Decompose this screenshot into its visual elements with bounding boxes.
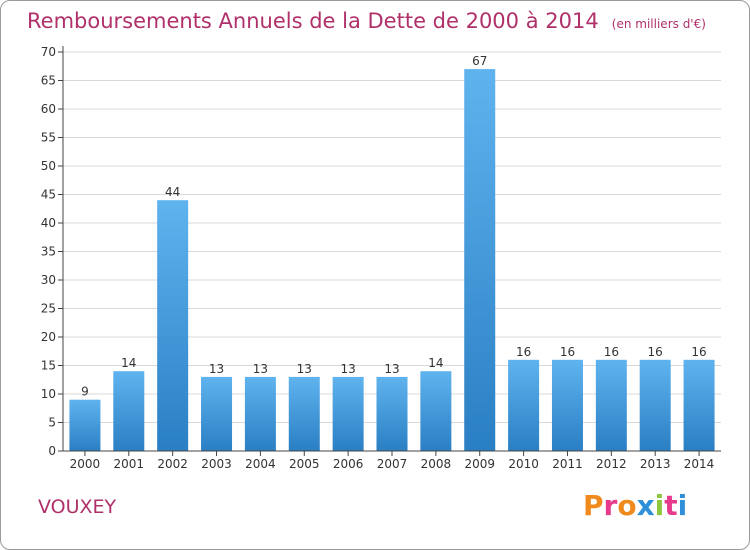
x-tick-label: 2006 <box>333 457 364 471</box>
bar <box>551 359 583 451</box>
bar-value-label: 13 <box>209 362 224 376</box>
bar-value-label: 16 <box>648 345 663 359</box>
bar <box>420 371 452 451</box>
logo-letter: t <box>664 489 678 522</box>
x-tick-label: 2013 <box>640 457 671 471</box>
y-tick-label: 70 <box>41 45 56 59</box>
bar-value-label: 14 <box>121 356 136 370</box>
y-tick-label: 15 <box>41 359 56 373</box>
x-tick-label: 2004 <box>245 457 276 471</box>
bar <box>69 399 101 451</box>
x-tick-label: 2005 <box>289 457 320 471</box>
y-tick-label: 20 <box>41 330 56 344</box>
bar-value-label: 67 <box>472 54 487 68</box>
bar <box>376 376 408 451</box>
bar <box>157 200 189 451</box>
x-tick-label: 2002 <box>157 457 188 471</box>
logo-letter: o <box>617 489 637 522</box>
place-name: VOUXEY <box>38 496 117 518</box>
y-tick-label: 25 <box>41 302 56 316</box>
y-tick-label: 10 <box>41 387 56 401</box>
y-tick-label: 0 <box>48 444 56 458</box>
bar <box>683 359 715 451</box>
bar <box>508 359 540 451</box>
bar-value-label: 9 <box>81 385 89 399</box>
bar <box>244 376 276 451</box>
bar-value-label: 13 <box>340 362 355 376</box>
bar <box>595 359 627 451</box>
bar-value-label: 16 <box>516 345 531 359</box>
x-tick-label: 2011 <box>552 457 583 471</box>
x-tick-label: 2001 <box>114 457 145 471</box>
chart-title-main: Remboursements Annuels de la Dette de 20… <box>27 9 599 33</box>
bar <box>639 359 671 451</box>
bar-value-label: 13 <box>384 362 399 376</box>
y-tick-label: 40 <box>41 216 56 230</box>
y-tick-label: 45 <box>41 188 56 202</box>
y-tick-label: 65 <box>41 74 56 88</box>
bar-value-label: 16 <box>691 345 706 359</box>
bar-value-label: 16 <box>560 345 575 359</box>
bar <box>201 376 233 451</box>
x-tick-label: 2003 <box>201 457 232 471</box>
x-tick-label: 2014 <box>684 457 715 471</box>
bar <box>464 69 496 451</box>
x-tick-label: 2007 <box>377 457 408 471</box>
bar <box>288 376 320 451</box>
bar-value-label: 14 <box>428 356 443 370</box>
logo-letter: i <box>654 489 665 522</box>
logo-letter: P <box>583 489 604 522</box>
x-tick-label: 2010 <box>508 457 539 471</box>
bar-value-label: 44 <box>165 185 180 199</box>
bar <box>113 371 145 451</box>
y-tick-label: 60 <box>41 102 56 116</box>
proxiti-logo: Proxiti <box>583 489 687 522</box>
logo-letter: i <box>677 489 688 522</box>
x-tick-label: 2008 <box>421 457 452 471</box>
bar <box>332 376 364 451</box>
y-tick-label: 30 <box>41 273 56 287</box>
bar-value-label: 13 <box>297 362 312 376</box>
y-tick-label: 5 <box>48 416 56 430</box>
chart-title-unit: (en milliers d'€) <box>611 17 706 31</box>
y-tick-label: 35 <box>41 245 56 259</box>
y-tick-label: 55 <box>41 131 56 145</box>
chart-title: Remboursements Annuels de la Dette de 20… <box>27 9 706 33</box>
y-tick-label: 50 <box>41 159 56 173</box>
logo-letter: x <box>636 489 655 522</box>
logo-letter: r <box>603 489 618 522</box>
x-tick-label: 2000 <box>70 457 101 471</box>
x-tick-label: 2009 <box>464 457 495 471</box>
bar-value-label: 16 <box>604 345 619 359</box>
x-tick-label: 2012 <box>596 457 627 471</box>
bar-value-label: 13 <box>253 362 268 376</box>
